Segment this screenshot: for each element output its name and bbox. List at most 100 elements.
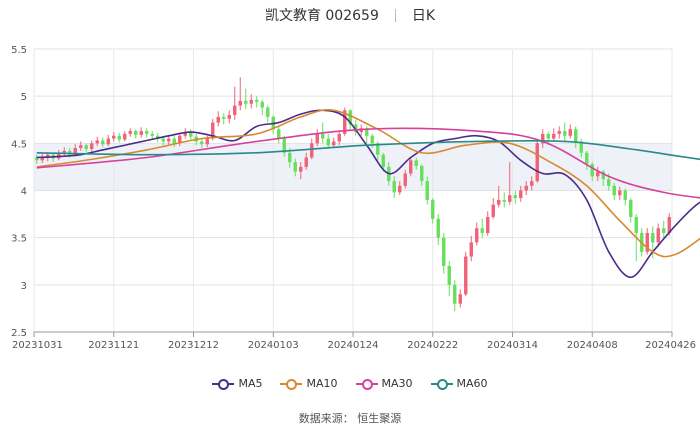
candle-body (546, 133, 550, 139)
candle (557, 126, 561, 139)
candle (200, 138, 204, 149)
candle-body (656, 228, 660, 243)
candle-body (332, 141, 336, 146)
candle-body (282, 138, 286, 153)
candle-body (442, 237, 446, 266)
candle (629, 198, 633, 223)
candle-body (612, 185, 616, 196)
candle-body (79, 145, 83, 149)
x-tick-label: 20240222 (407, 340, 458, 351)
candle-body (453, 284, 457, 304)
legend-item-ma5[interactable]: MA5 (212, 377, 262, 390)
candle (524, 181, 528, 196)
candle (315, 129, 319, 147)
candle (392, 176, 396, 199)
candle (282, 135, 286, 157)
candle (662, 220, 666, 238)
candle-body (134, 131, 138, 135)
candle-body (365, 128, 369, 136)
legend-swatch (212, 378, 235, 390)
candle (62, 147, 66, 156)
candle (568, 124, 572, 139)
candle-body (601, 171, 605, 180)
candle-body (216, 116, 220, 123)
candle-body (502, 199, 506, 202)
candle-body (585, 152, 589, 165)
candle-body (420, 165, 424, 182)
candle (134, 129, 138, 139)
candle (35, 154, 39, 165)
legend-item-ma30[interactable]: MA30 (355, 377, 413, 390)
candle (260, 99, 264, 116)
legend-item-ma60[interactable]: MA60 (430, 377, 488, 390)
candle-body (508, 195, 512, 202)
candle-body (607, 179, 611, 186)
candle (73, 144, 77, 157)
candle (277, 126, 281, 144)
series-line-ma60 (36, 139, 700, 161)
candle (497, 185, 501, 208)
legend-item-ma10[interactable]: MA10 (280, 377, 338, 390)
candle-body (431, 199, 435, 219)
candle-body (57, 152, 61, 159)
candle (150, 131, 154, 140)
candle-body (376, 143, 380, 155)
candle (453, 280, 457, 312)
candle-body (480, 228, 484, 233)
candle-body (321, 133, 325, 139)
candle (425, 176, 429, 205)
candle-body (557, 131, 561, 134)
candle-body (178, 135, 182, 144)
candle (117, 132, 121, 143)
candle-body (590, 164, 594, 177)
candle-body (354, 124, 358, 133)
chart-title: 凯文教育 002659 日K (0, 5, 700, 25)
candle (530, 176, 534, 191)
candle (57, 149, 61, 161)
legend-swatch (430, 378, 453, 390)
candle (266, 105, 270, 123)
candle-body (277, 129, 281, 139)
candle (238, 77, 242, 111)
x-tick-label: 20240124 (328, 340, 379, 351)
candle-body (260, 101, 264, 108)
candle (535, 138, 539, 183)
candle-body (326, 138, 330, 146)
candle-body (662, 228, 666, 233)
candle-body (414, 160, 418, 166)
candle-body (574, 129, 578, 142)
candle (623, 188, 627, 206)
candle-body (409, 160, 413, 174)
candle (172, 135, 176, 148)
candle-body (563, 131, 567, 136)
candle (249, 94, 253, 109)
candle-body (535, 143, 539, 182)
candle (612, 182, 616, 200)
candle-body (337, 133, 341, 142)
candle (332, 137, 336, 149)
candle-body (436, 218, 440, 238)
candle-body (35, 157, 39, 161)
y-tick-label: 3.5 (11, 234, 27, 245)
candle-body (667, 216, 671, 233)
x-tick-label: 20231031 (12, 340, 63, 351)
candle (585, 150, 589, 170)
legend-swatch (280, 378, 303, 390)
candle (222, 113, 226, 125)
candle (101, 137, 105, 148)
candle-body (579, 141, 583, 153)
candle-body (90, 143, 94, 149)
candle-body (651, 232, 655, 243)
candle (326, 133, 330, 149)
candle (79, 141, 83, 151)
candle-body (222, 116, 226, 119)
candle-body (447, 265, 451, 285)
candle (90, 140, 94, 152)
candle-body (244, 100, 248, 104)
series-line-ma30 (36, 127, 700, 199)
candle (40, 153, 44, 164)
candle (563, 122, 567, 142)
candle-body (233, 105, 237, 116)
candle (618, 186, 622, 200)
